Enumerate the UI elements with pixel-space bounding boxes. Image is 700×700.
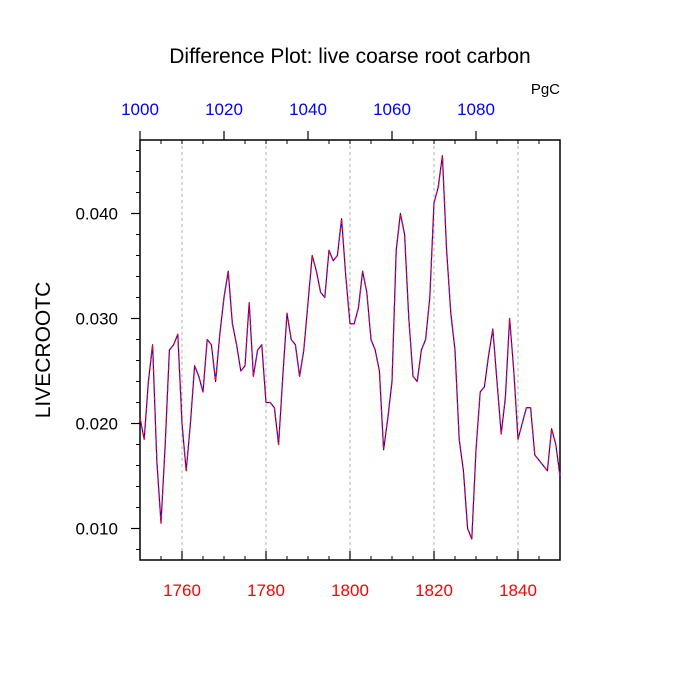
chart-title: Difference Plot: live coarse root carbon xyxy=(169,45,530,68)
units-label: PgC xyxy=(531,81,560,98)
x-tick-label-1840: 1840 xyxy=(499,581,537,600)
x2-tick-label-1020: 1020 xyxy=(205,100,243,119)
y-tick-label-0.010: 0.010 xyxy=(75,520,118,539)
x2-tick-label-1080: 1080 xyxy=(457,100,495,119)
y-tick-label-0.030: 0.030 xyxy=(75,310,118,329)
y-tick-label-0.020: 0.020 xyxy=(75,415,118,434)
y-tick-label-0.040: 0.040 xyxy=(75,205,118,224)
x-tick-label-1780: 1780 xyxy=(247,581,285,600)
y-axis: 0.010 0.020 0.030 0.040 xyxy=(75,150,140,550)
series-line-red-dashed-0 xyxy=(139,155,561,540)
x2-tick-label-1060: 1060 xyxy=(373,100,411,119)
x-tick-label-1820: 1820 xyxy=(415,581,453,600)
x2-tick-label-1000: 1000 xyxy=(121,100,159,119)
x-tick-label-1760: 1760 xyxy=(163,581,201,600)
x2-tick-label-1040: 1040 xyxy=(289,100,327,119)
grid-lines xyxy=(181,140,519,560)
series-lines xyxy=(139,155,561,540)
y-axis-label: LIVECROOTC xyxy=(32,282,55,419)
x-axis-top: 1000 1020 1040 1060 1080 xyxy=(121,100,561,144)
x-axis-bottom: 1760 1780 1800 1820 1840 xyxy=(139,551,561,600)
x-tick-label-1800: 1800 xyxy=(331,581,369,600)
